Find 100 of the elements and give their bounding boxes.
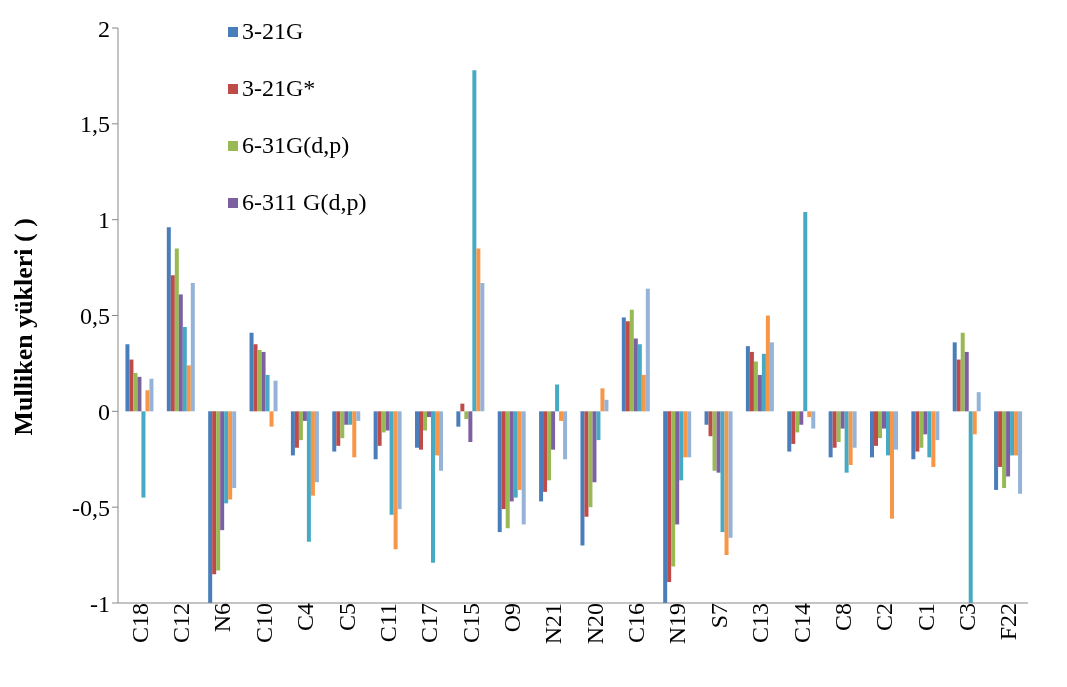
x-tick-label: C15 — [457, 603, 484, 644]
bar — [584, 411, 589, 517]
y-tick-label: 1,5 — [80, 111, 110, 138]
bar — [1014, 411, 1019, 456]
bar — [968, 411, 973, 603]
x-tick-label: C16 — [623, 603, 650, 644]
x-tick-label: N19 — [664, 603, 691, 645]
bar — [1018, 411, 1023, 494]
bar — [683, 411, 688, 458]
bar — [956, 359, 961, 412]
bar — [1010, 411, 1015, 456]
bar — [972, 411, 977, 435]
x-tick-label: C10 — [250, 603, 277, 644]
bar — [919, 411, 924, 448]
y-tick-label: -1 — [90, 590, 110, 617]
bar — [125, 344, 130, 412]
x-tick-label: C18 — [126, 603, 153, 644]
x-tick-label: C4 — [292, 603, 319, 632]
bar — [385, 411, 390, 431]
bar — [422, 411, 427, 431]
bar — [249, 332, 254, 412]
x-tick-label: C3 — [953, 603, 980, 632]
bar — [663, 411, 668, 603]
bar — [807, 411, 812, 418]
bar — [332, 411, 337, 452]
bar — [580, 411, 585, 546]
bar — [637, 344, 642, 412]
bar — [935, 411, 940, 441]
bar — [994, 411, 999, 490]
bar — [832, 411, 837, 448]
bar — [927, 411, 932, 458]
bar — [712, 411, 717, 471]
bar — [687, 411, 692, 458]
bar — [397, 411, 402, 510]
bar — [745, 346, 750, 412]
bar — [795, 411, 800, 433]
bar — [377, 411, 382, 446]
bar — [769, 342, 774, 412]
bar — [348, 411, 353, 425]
bar — [430, 411, 435, 563]
y-tick-label: 2 — [98, 15, 110, 42]
bar — [261, 351, 266, 412]
bar — [952, 342, 957, 412]
bar — [675, 411, 680, 525]
bar — [434, 411, 439, 456]
bar — [749, 351, 754, 412]
bar — [137, 376, 142, 412]
x-tick-label: S7 — [705, 603, 732, 629]
bar — [513, 411, 518, 498]
y-tick-label: -0,5 — [72, 494, 110, 521]
bar — [592, 411, 597, 483]
bar — [547, 411, 552, 481]
bar — [182, 327, 187, 412]
bar — [724, 411, 729, 556]
bar — [220, 411, 225, 531]
bar — [893, 411, 898, 450]
bar — [340, 411, 345, 439]
bar — [208, 411, 213, 603]
bar — [1002, 411, 1007, 488]
bar — [480, 282, 485, 412]
bar — [393, 411, 398, 550]
bar — [505, 411, 510, 529]
bar — [799, 411, 804, 425]
bar — [600, 388, 605, 412]
bar — [679, 411, 684, 481]
bar — [828, 411, 833, 458]
bar — [497, 411, 502, 533]
bar — [633, 338, 638, 412]
bar — [356, 411, 361, 421]
bar — [551, 411, 556, 450]
bar — [381, 411, 386, 433]
bar — [1006, 411, 1011, 477]
bar — [336, 411, 341, 446]
bar — [418, 411, 423, 450]
bar — [257, 350, 262, 412]
bar — [290, 411, 295, 456]
bar — [228, 411, 233, 500]
x-tick-label: C2 — [871, 603, 898, 632]
bar — [170, 275, 175, 412]
bar — [803, 212, 808, 412]
bar — [923, 411, 928, 435]
x-tick-label: C1 — [912, 603, 939, 632]
x-tick-label: C13 — [747, 603, 774, 644]
bar — [641, 374, 646, 412]
bar — [178, 294, 183, 412]
bar — [563, 411, 568, 460]
bar — [844, 411, 849, 473]
bar — [911, 411, 916, 460]
bar — [869, 411, 874, 458]
bar — [141, 411, 146, 498]
bar — [885, 411, 890, 456]
bar — [509, 411, 514, 502]
bar — [645, 288, 650, 412]
bar — [555, 384, 560, 412]
bar — [517, 411, 522, 490]
bar — [877, 411, 882, 439]
bar — [149, 378, 154, 412]
bar — [314, 411, 319, 483]
bar — [468, 411, 473, 442]
bar — [791, 411, 796, 444]
